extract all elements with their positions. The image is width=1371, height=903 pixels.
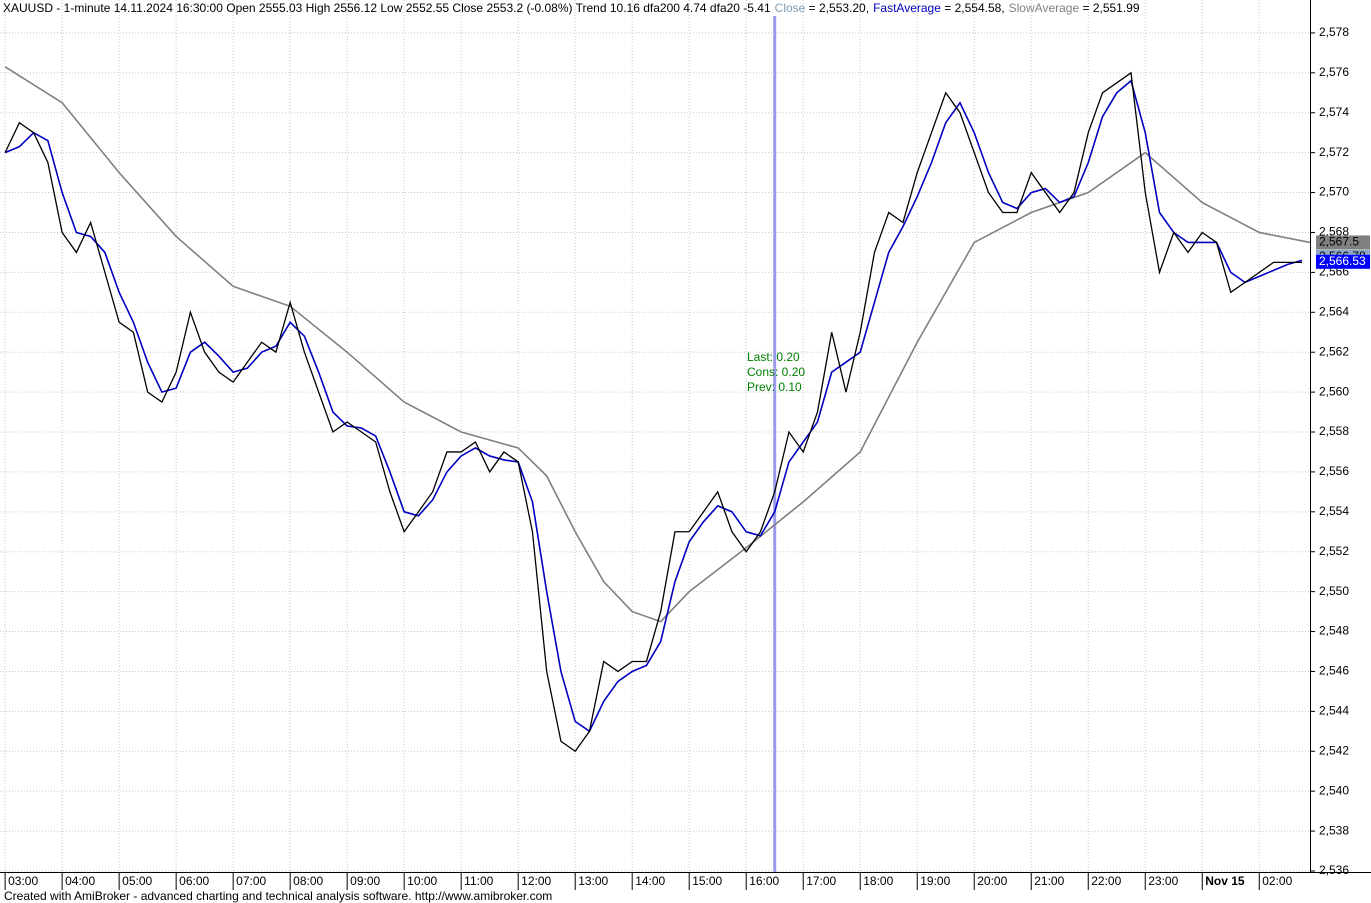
x-tick-label: 21:00 bbox=[1034, 874, 1064, 888]
series-line bbox=[4, 79, 1303, 733]
annotation: Last: 0.20 bbox=[747, 350, 800, 364]
labels: 2,536 2,538 2,540 2,542 2,544 2,546 2,548 2,550… bbox=[3, 1, 1370, 903]
annotation: Prev: 0.10 bbox=[747, 380, 802, 394]
y-tick-label: 2,570 bbox=[1319, 185, 1349, 199]
header-name: SlowAverage bbox=[1009, 1, 1080, 15]
y-tick-label: 2,576 bbox=[1319, 65, 1349, 79]
x-tick-label: 06:00 bbox=[179, 874, 209, 888]
x-tick-label: Nov 15 bbox=[1205, 874, 1245, 888]
y-tick-label: 2,554 bbox=[1319, 504, 1349, 518]
y-tick-label: 2,540 bbox=[1319, 783, 1349, 797]
x-tick-label: 08:00 bbox=[293, 874, 323, 888]
y-tick-label: 2,574 bbox=[1319, 105, 1349, 119]
y-tick-label: 2,578 bbox=[1319, 25, 1349, 39]
x-tick-label: 13:00 bbox=[578, 874, 608, 888]
x-tick-label: 09:00 bbox=[350, 874, 380, 888]
x-tick-label: 12:00 bbox=[521, 874, 551, 888]
x-tick-label: 18:00 bbox=[863, 874, 893, 888]
y-tick-label: 2,536 bbox=[1319, 863, 1349, 877]
y-tick-label: 2,546 bbox=[1319, 664, 1349, 678]
header: XAUUSD - 1-minute 14.11.2024 16:30:00 Op… bbox=[3, 1, 1140, 15]
header-name: FastAverage bbox=[873, 1, 941, 15]
y-tick-label: 2,560 bbox=[1319, 384, 1349, 398]
x-tick-label: 16:00 bbox=[749, 874, 779, 888]
price-label: 2,566.53 bbox=[1319, 254, 1366, 268]
x-tick-label: 10:00 bbox=[407, 874, 437, 888]
price-label: 2,567.5 bbox=[1319, 235, 1359, 249]
x-tick-label: 22:00 bbox=[1091, 874, 1121, 888]
x-tick-label: 17:00 bbox=[806, 874, 836, 888]
y-tick-label: 2,542 bbox=[1319, 743, 1349, 757]
x-tick-label: 19:00 bbox=[920, 874, 950, 888]
y-tick-label: 2,564 bbox=[1319, 304, 1349, 318]
price-label-box bbox=[1316, 254, 1370, 269]
footer: Created with AmiBroker - advanced charti… bbox=[4, 889, 552, 903]
x-tick-label: 23:00 bbox=[1148, 874, 1178, 888]
series-line bbox=[4, 71, 1303, 753]
header-value: = 2,553.20, bbox=[805, 1, 869, 15]
header-value: = 2,554.58, bbox=[941, 1, 1005, 15]
y-tick-label: 2,558 bbox=[1319, 424, 1349, 438]
y-tick-label: 2,548 bbox=[1319, 624, 1349, 638]
x-tick-label: 02:00 bbox=[1262, 874, 1292, 888]
x-tick-label: 20:00 bbox=[977, 874, 1007, 888]
y-tick-label: 2,568 bbox=[1319, 225, 1349, 239]
x-tick-label: 03:00 bbox=[8, 874, 38, 888]
y-tick-label: 2,556 bbox=[1319, 464, 1349, 478]
header-name: Close bbox=[775, 1, 806, 15]
x-tick-label: 14:00 bbox=[635, 874, 665, 888]
x-tick-label: 15:00 bbox=[692, 874, 722, 888]
y-tick-label: 2,550 bbox=[1319, 584, 1349, 598]
header-value: = 2,551.99 bbox=[1079, 1, 1140, 15]
plot bbox=[4, 16, 1311, 872]
y-tick-label: 2,552 bbox=[1319, 544, 1349, 558]
x-tick-label: 04:00 bbox=[65, 874, 95, 888]
x-tick-label: 07:00 bbox=[236, 874, 266, 888]
y-tick-label: 2,538 bbox=[1319, 823, 1349, 837]
y-tick-label: 2,572 bbox=[1319, 145, 1349, 159]
annotation: Cons: 0.20 bbox=[747, 365, 805, 379]
y-tick-label: 2,562 bbox=[1319, 344, 1349, 358]
y-tick-label: 2,544 bbox=[1319, 704, 1349, 718]
header-main: XAUUSD - 1-minute 14.11.2024 16:30:00 Op… bbox=[3, 1, 771, 15]
price-label-box bbox=[1316, 235, 1370, 250]
x-tick-label: 05:00 bbox=[122, 874, 152, 888]
x-tick-label: 11:00 bbox=[464, 874, 493, 888]
